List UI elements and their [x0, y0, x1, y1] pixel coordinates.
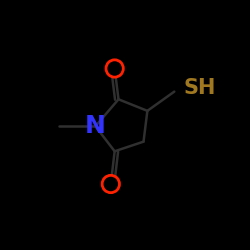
Circle shape [102, 175, 120, 193]
Text: SH: SH [184, 78, 216, 98]
Circle shape [106, 60, 123, 77]
Text: N: N [85, 114, 106, 138]
